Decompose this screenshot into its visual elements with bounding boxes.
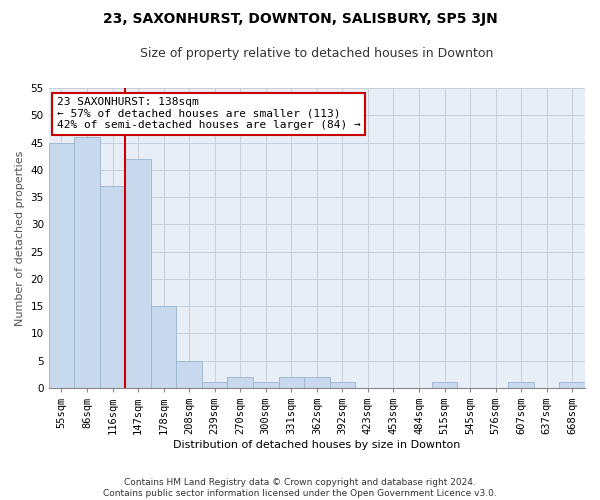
Bar — [278, 377, 304, 388]
Bar — [432, 382, 457, 388]
Bar — [202, 382, 227, 388]
Bar — [151, 306, 176, 388]
Bar — [227, 377, 253, 388]
Bar — [125, 159, 151, 388]
X-axis label: Distribution of detached houses by size in Downton: Distribution of detached houses by size … — [173, 440, 461, 450]
Bar — [176, 360, 202, 388]
Text: 23, SAXONHURST, DOWNTON, SALISBURY, SP5 3JN: 23, SAXONHURST, DOWNTON, SALISBURY, SP5 … — [103, 12, 497, 26]
Bar — [508, 382, 534, 388]
Bar — [329, 382, 355, 388]
Bar — [74, 137, 100, 388]
Bar — [304, 377, 329, 388]
Text: Contains HM Land Registry data © Crown copyright and database right 2024.
Contai: Contains HM Land Registry data © Crown c… — [103, 478, 497, 498]
Title: Size of property relative to detached houses in Downton: Size of property relative to detached ho… — [140, 48, 494, 60]
Bar — [253, 382, 278, 388]
Y-axis label: Number of detached properties: Number of detached properties — [15, 150, 25, 326]
Text: 23 SAXONHURST: 138sqm
← 57% of detached houses are smaller (113)
42% of semi-det: 23 SAXONHURST: 138sqm ← 57% of detached … — [57, 97, 361, 130]
Bar — [559, 382, 585, 388]
Bar — [100, 186, 125, 388]
Bar — [49, 142, 74, 388]
